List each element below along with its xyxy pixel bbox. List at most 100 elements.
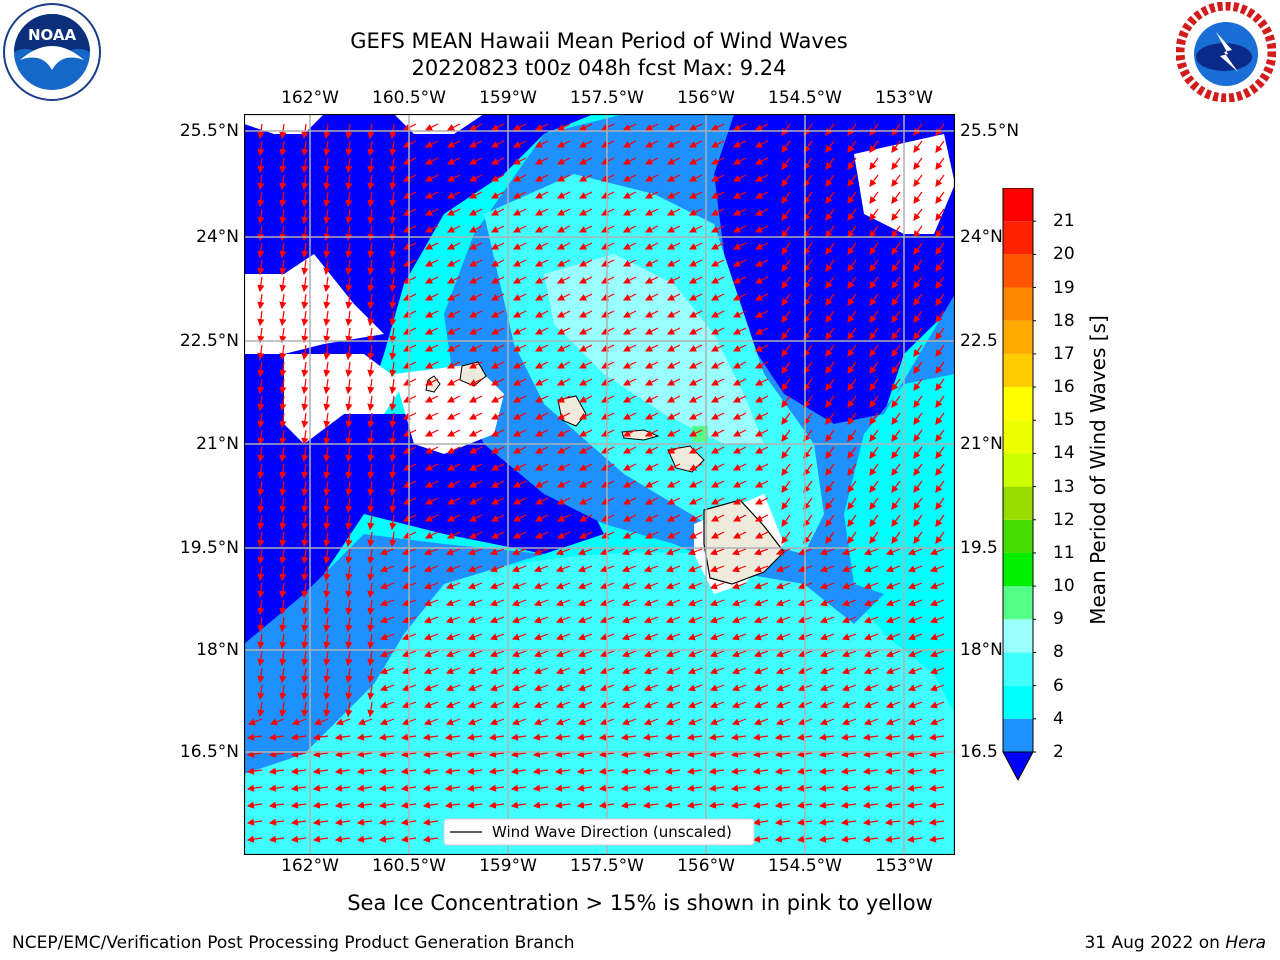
wave-direction-arrow	[446, 497, 461, 505]
wave-direction-arrow	[578, 514, 593, 522]
wave-direction-arrow	[489, 548, 505, 556]
wave-direction-arrow	[935, 208, 945, 221]
longitude-tick-label: 159°W	[479, 88, 537, 108]
wave-direction-arrow	[665, 565, 681, 573]
wave-direction-arrow	[257, 429, 265, 446]
wave-direction-arrow	[424, 242, 439, 250]
wave-direction-arrow	[825, 225, 835, 238]
wave-direction-arrow	[891, 446, 901, 459]
latitude-tick-label: 19.5°N	[179, 538, 239, 558]
wave-direction-arrow	[621, 582, 637, 590]
wave-direction-arrow	[555, 565, 571, 573]
wave-direction-arrow	[688, 174, 703, 182]
wave-direction-arrow	[935, 293, 945, 306]
wave-direction-arrow	[781, 123, 791, 136]
colorbar-segment	[1003, 320, 1033, 354]
colorbar	[1002, 188, 1036, 782]
wave-direction-arrow	[644, 446, 659, 454]
wave-direction-arrow	[446, 259, 461, 267]
wave-direction-arrow	[279, 514, 287, 531]
wave-direction-arrow	[279, 412, 287, 429]
wave-direction-arrow	[257, 293, 265, 310]
wave-direction-arrow	[367, 259, 375, 276]
colorbar-tick-label: 6	[1053, 675, 1064, 696]
wave-direction-arrow	[622, 480, 637, 488]
wave-direction-arrow	[644, 395, 659, 403]
wave-direction-arrow	[402, 174, 417, 182]
wave-direction-arrow	[468, 378, 483, 386]
wave-direction-arrow	[600, 429, 615, 437]
longitude-tick-label: 160.5°W	[372, 88, 446, 108]
wave-direction-arrow	[869, 378, 879, 391]
wave-direction-arrow	[578, 310, 593, 318]
wave-direction-arrow	[578, 174, 593, 182]
wave-direction-arrow	[301, 548, 309, 565]
wave-direction-arrow	[781, 276, 791, 289]
wave-direction-arrow	[666, 191, 681, 199]
wave-direction-arrow	[666, 327, 681, 335]
wave-direction-arrow	[257, 531, 265, 548]
wave-direction-arrow	[424, 429, 439, 437]
no-data-north-coast	[394, 114, 484, 134]
wave-direction-arrow	[781, 463, 791, 476]
wave-direction-arrow	[367, 242, 375, 259]
colorbar-segment	[1003, 188, 1033, 222]
wave-direction-arrow	[556, 429, 571, 437]
wave-direction-arrow	[301, 565, 309, 582]
wave-direction-arrow	[775, 548, 791, 556]
wave-direction-arrow	[754, 480, 769, 488]
wave-direction-arrow	[345, 293, 353, 310]
wave-direction-arrow	[710, 531, 725, 539]
wave-direction-arrow	[446, 208, 461, 216]
wave-direction-arrow	[710, 174, 725, 182]
wave-direction-arrow	[935, 514, 945, 527]
wave-direction-arrow	[389, 140, 397, 157]
wave-direction-arrow	[913, 429, 923, 442]
wave-direction-arrow	[490, 327, 505, 335]
wave-direction-arrow	[891, 531, 901, 544]
wave-direction-arrow	[732, 293, 747, 301]
wave-direction-arrow	[600, 191, 615, 199]
wave-direction-arrow	[847, 157, 857, 170]
period-band-9-10	[692, 426, 708, 442]
wave-direction-arrow	[913, 378, 923, 391]
wave-direction-arrow	[556, 531, 571, 539]
wave-direction-arrow	[891, 378, 901, 391]
wave-direction-arrow	[622, 344, 637, 352]
wave-direction-arrow	[323, 361, 331, 378]
wave-direction-arrow	[600, 123, 615, 131]
wave-direction-arrow	[688, 208, 703, 216]
wave-direction-arrow	[534, 140, 549, 148]
wave-direction-arrow	[929, 599, 945, 607]
wave-direction-arrow	[468, 480, 483, 488]
wave-direction-arrow	[345, 208, 353, 225]
wave-direction-arrow	[367, 327, 375, 344]
wave-direction-arrow	[775, 565, 791, 573]
wave-direction-arrow	[556, 276, 571, 284]
wave-direction-arrow	[688, 242, 703, 250]
wave-direction-arrow	[622, 378, 637, 386]
wave-direction-arrow	[825, 293, 835, 306]
wave-direction-arrow	[512, 140, 527, 148]
wave-direction-arrow	[666, 310, 681, 318]
wave-direction-arrow	[446, 361, 461, 369]
wave-direction-arrow	[257, 514, 265, 531]
wave-direction-arrow	[424, 395, 439, 403]
footer-date-text: 31 Aug 2022 on	[1084, 933, 1226, 953]
wave-direction-arrow	[389, 446, 397, 463]
wave-direction-arrow	[512, 480, 527, 488]
wave-direction-arrow	[257, 344, 265, 361]
wave-direction-arrow	[891, 293, 901, 306]
wave-direction-arrow	[490, 310, 505, 318]
wave-direction-arrow	[665, 616, 681, 624]
wave-direction-arrow	[731, 548, 747, 556]
wave-direction-arrow	[754, 191, 769, 199]
wave-direction-arrow	[666, 497, 681, 505]
wave-direction-arrow	[512, 429, 527, 437]
wave-direction-arrow	[732, 259, 747, 267]
wave-direction-arrow	[781, 514, 791, 527]
wave-direction-arrow	[367, 344, 375, 361]
wave-direction-arrow	[819, 565, 835, 573]
wave-direction-arrow	[666, 395, 681, 403]
wave-direction-arrow	[754, 310, 769, 318]
